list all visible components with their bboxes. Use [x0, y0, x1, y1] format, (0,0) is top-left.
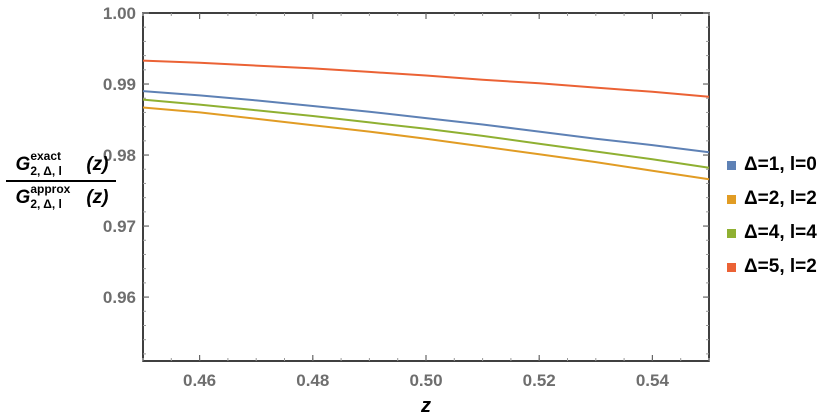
legend-item-delta2-l2: Δ=2, l=2: [727, 182, 817, 216]
y-tick-label: 0.96: [103, 288, 136, 307]
y-tick-label: 0.97: [103, 217, 136, 236]
y-tick-label: 0.98: [103, 146, 136, 165]
series-line-0: [142, 90, 710, 154]
legend-label: Δ=1, l=0: [744, 154, 817, 175]
y-tick-label: 1.00: [103, 4, 136, 23]
series-line-3: [142, 59, 710, 98]
legend-label: Δ=2, l=2: [744, 188, 817, 209]
y-axis-title-fraction-bar: [6, 180, 116, 182]
y-tick-label: 0.99: [103, 75, 136, 94]
legend-swatch: [727, 160, 736, 170]
legend-label: Δ=5, l=2: [744, 256, 817, 277]
x-tick-label: 0.48: [296, 371, 329, 390]
legend-swatch: [727, 194, 736, 204]
legend-item-delta1-l0: Δ=1, l=0: [727, 148, 817, 182]
x-tick-label: 0.52: [523, 371, 556, 390]
x-axis-title: z: [420, 395, 431, 417]
x-tick-label: 0.54: [636, 371, 670, 390]
legend-swatch: [727, 228, 736, 238]
legend-item-delta4-l4: Δ=4, l=4: [727, 216, 817, 250]
series-line-2: [142, 98, 710, 169]
legend-swatch: [727, 262, 736, 272]
x-tick-label: 0.50: [409, 371, 442, 390]
legend-label: Δ=4, l=4: [744, 222, 817, 243]
series-line-1: [142, 106, 710, 181]
legend: Δ=1, l=0 Δ=2, l=2 Δ=4, l=4 Δ=5, l=2: [727, 148, 817, 284]
plot-frame: [142, 12, 710, 362]
x-tick-label: 0.46: [183, 371, 216, 390]
legend-item-delta5-l2: Δ=5, l=2: [727, 250, 817, 284]
